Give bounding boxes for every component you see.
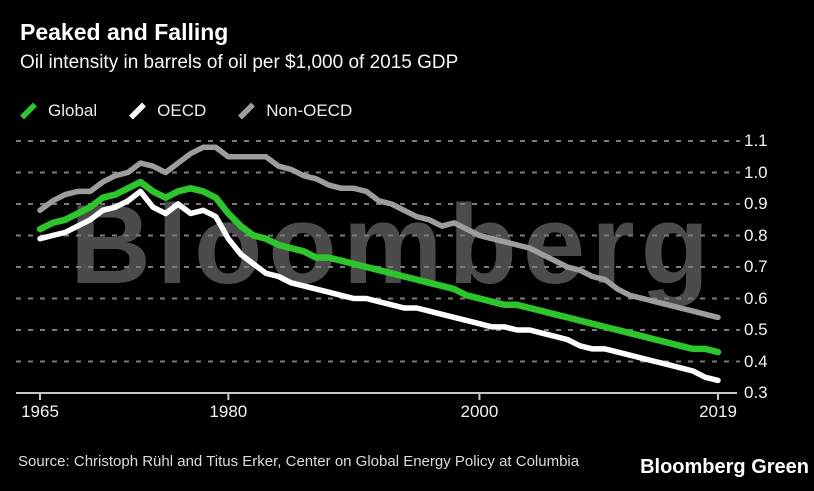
legend-label-global: Global	[48, 101, 98, 120]
series-line-global	[36, 178, 722, 356]
y-tick-label-1.1: 1.1	[744, 131, 768, 150]
legend-label-oecd: OECD	[157, 101, 207, 120]
x-tick-label-1965: 1965	[21, 402, 59, 421]
x-tick-label-1980: 1980	[209, 402, 248, 421]
y-tick-label-0.9: 0.9	[744, 194, 768, 213]
series-line-oecd	[37, 188, 721, 384]
bloomberg-green-logo: Bloomberg Green	[637, 456, 809, 479]
legend-label-non-oecd: Non-OECD	[266, 101, 353, 120]
legend-item-global: Global	[18, 101, 97, 121]
series-lines	[36, 144, 722, 384]
axis	[16, 392, 737, 400]
slash-swatch-white-icon	[129, 102, 147, 120]
y-tick-label-0.7: 0.7	[744, 257, 768, 276]
source-credit: Source: Christoph Rühl and Titus Erker, …	[18, 453, 580, 470]
y-tick-label-1.0: 1.0	[744, 162, 768, 182]
y-tick-label-0.5: 0.5	[744, 320, 768, 339]
legend: Global OECD Non-OECD	[18, 101, 352, 121]
y-tick-label-0.3: 0.3	[744, 383, 768, 402]
chart-subtitle: Oil intensity in barrels of oil per $1,0…	[20, 52, 459, 73]
x-tick-label-2000: 2000	[460, 402, 499, 421]
y-tick-label-0.4: 0.4	[744, 351, 768, 371]
y-tick-label-0.8: 0.8	[744, 225, 768, 245]
x-tick-label-2019: 2019	[699, 402, 737, 421]
legend-item-oecd: OECD	[127, 101, 206, 121]
slash-swatch-gray-icon	[238, 102, 256, 120]
page-title: Peaked and Falling	[20, 19, 229, 45]
legend-item-non-oecd: Non-OECD	[236, 101, 352, 121]
series-line-non-oecd	[37, 144, 721, 321]
y-tick-label-0.6: 0.6	[744, 288, 768, 308]
slash-swatch-green-icon	[20, 102, 37, 120]
